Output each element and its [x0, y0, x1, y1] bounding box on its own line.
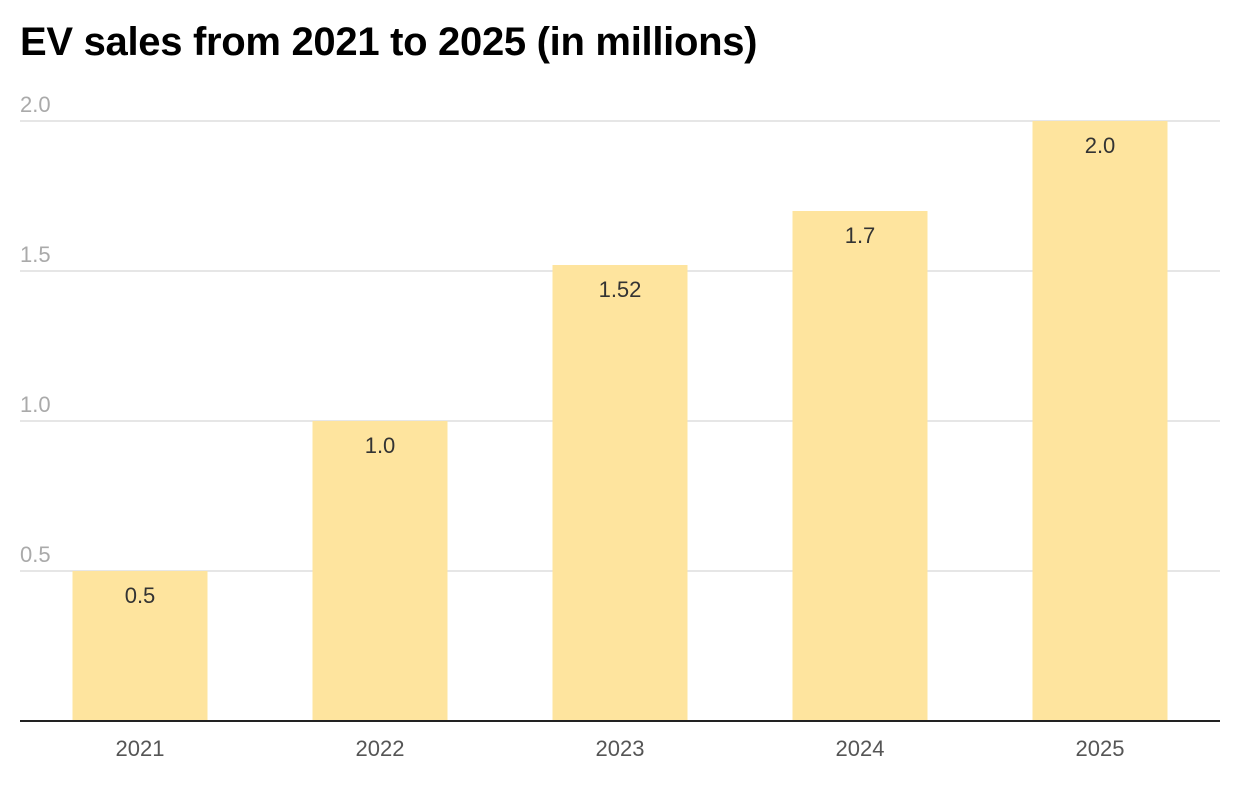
label-layer: 0.5 2021 1.0 2022 1.52 2023 1.7 2024 2.0 2025: [116, 133, 1125, 761]
y-tick-label: 1.5: [20, 242, 51, 267]
bar-layer: [72, 121, 1168, 721]
x-tick-label: 2021: [116, 736, 165, 761]
bar: [792, 211, 928, 721]
data-label: 0.5: [125, 583, 156, 608]
grid-layer: 0.5 1.0 1.5 2.0: [20, 92, 1220, 572]
data-label: 2.0: [1085, 133, 1116, 158]
data-label: 1.7: [845, 223, 876, 248]
x-tick-label: 2025: [1076, 736, 1125, 761]
bar: [1032, 121, 1168, 721]
bar: [552, 265, 688, 721]
x-tick-label: 2024: [836, 736, 885, 761]
data-label: 1.52: [599, 277, 642, 302]
data-label: 1.0: [365, 433, 396, 458]
y-tick-label: 0.5: [20, 542, 51, 567]
y-tick-label: 1.0: [20, 392, 51, 417]
bar: [72, 571, 208, 721]
chart-title: EV sales from 2021 to 2025 (in millions): [20, 20, 758, 64]
bar: [312, 421, 448, 721]
x-tick-label: 2022: [356, 736, 405, 761]
x-tick-label: 2023: [596, 736, 645, 761]
y-tick-label: 2.0: [20, 92, 51, 117]
